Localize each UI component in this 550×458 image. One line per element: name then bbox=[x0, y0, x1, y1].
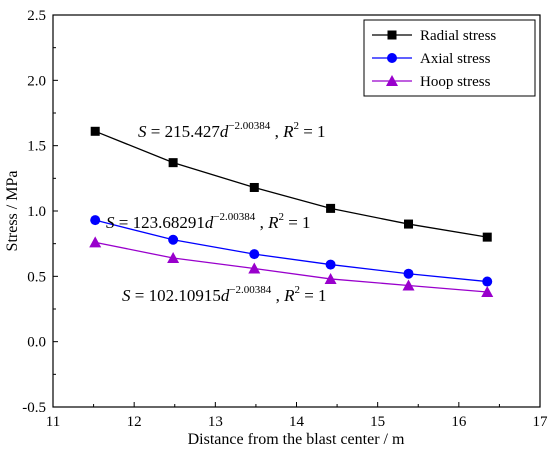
axial-legend-marker bbox=[387, 53, 397, 63]
radial-data-point bbox=[168, 158, 178, 168]
hoop-data-point bbox=[402, 279, 415, 291]
radial-series bbox=[90, 126, 492, 242]
hoop-data-point bbox=[248, 262, 261, 274]
radial-data-point bbox=[249, 182, 259, 192]
radial-data-point bbox=[90, 126, 100, 136]
axial-data-point bbox=[403, 268, 414, 279]
axial-fit-equation: S = 123.68291d−2.00384 , R2 = 1 bbox=[106, 211, 311, 232]
hoop-legend-marker bbox=[386, 75, 398, 86]
hoop-fit-equation: S = 102.10915d−2.00384 , R2 = 1 bbox=[122, 284, 327, 305]
y-tick-label: 0.5 bbox=[27, 269, 46, 285]
x-tick-label: 14 bbox=[289, 414, 305, 430]
hoop-data-point bbox=[89, 236, 102, 248]
axial-data-point bbox=[325, 259, 336, 270]
y-tick-label: 2.0 bbox=[27, 73, 46, 89]
y-tick-label: -0.5 bbox=[22, 400, 46, 416]
radial-legend-label: Radial stress bbox=[420, 28, 496, 44]
axial-series bbox=[90, 215, 493, 287]
x-axis-title: Distance from the blast center / m bbox=[188, 431, 405, 448]
radial-data-point bbox=[404, 219, 414, 229]
axis-ticks: 11 12 13 14 15 16 17 -0.5 0.0 0.5 1.0 1.5 2.0 2.5 bbox=[22, 8, 548, 430]
y-tick-label: 2.5 bbox=[27, 8, 46, 24]
hoop-series-line bbox=[95, 241, 488, 293]
radial-data-point bbox=[326, 203, 336, 213]
axial-data-point bbox=[90, 215, 101, 226]
x-tick-label: 16 bbox=[451, 414, 467, 430]
hoop-data-point bbox=[324, 272, 337, 284]
x-tick-label: 15 bbox=[370, 414, 385, 430]
x-tick-label: 13 bbox=[208, 414, 223, 430]
radial-series-line bbox=[94, 130, 488, 238]
hoop-series bbox=[89, 236, 494, 298]
axial-data-point bbox=[482, 276, 493, 287]
y-tick-label: 1.5 bbox=[27, 139, 46, 155]
radial-data-point bbox=[482, 232, 492, 242]
hoop-data-point bbox=[481, 286, 494, 298]
y-axis-title: Stress / MPa bbox=[4, 171, 21, 252]
axial-legend-label: Axial stress bbox=[420, 51, 491, 67]
hoop-data-point bbox=[167, 252, 180, 264]
hoop-legend-label: Hoop stress bbox=[420, 74, 491, 90]
radial-legend-marker bbox=[387, 30, 397, 40]
axial-data-point bbox=[249, 249, 260, 260]
radial-fit-equation: S = 215.427d−2.00384 , R2 = 1 bbox=[138, 120, 326, 141]
axial-data-point bbox=[168, 234, 179, 245]
y-tick-label: 1.0 bbox=[27, 204, 46, 220]
legend: Radial stress Axial stress Hoop stress bbox=[363, 19, 536, 97]
y-tick-label: 0.0 bbox=[27, 335, 46, 351]
x-tick-label: 12 bbox=[127, 414, 142, 430]
x-tick-label: 11 bbox=[46, 414, 60, 430]
axial-series-line bbox=[95, 219, 488, 283]
series-layer bbox=[89, 126, 494, 298]
x-tick-label: 17 bbox=[533, 414, 549, 430]
